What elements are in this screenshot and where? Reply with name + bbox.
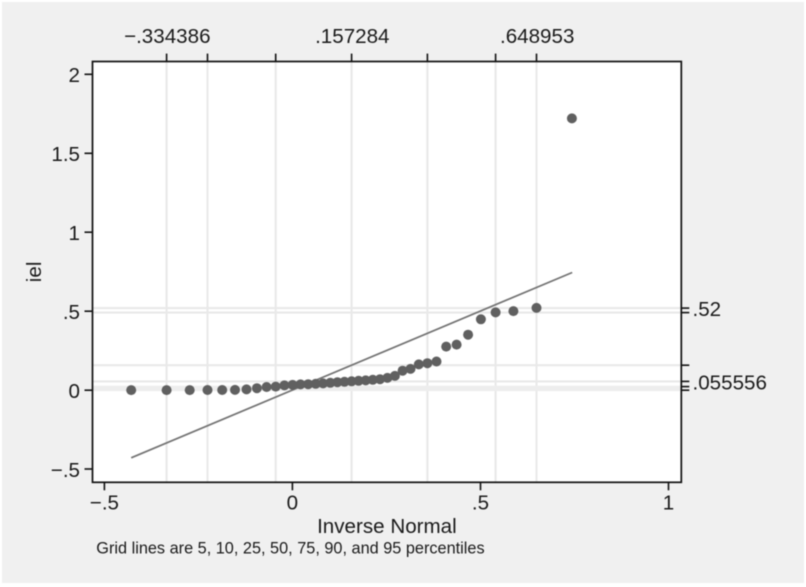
svg-text:−.334386: −.334386 xyxy=(124,25,210,48)
svg-text:.5: .5 xyxy=(472,491,489,514)
svg-text:0: 0 xyxy=(287,491,298,514)
svg-text:.157284: .157284 xyxy=(315,25,389,48)
svg-text:Inverse Normal: Inverse Normal xyxy=(317,515,457,538)
svg-text:Grid lines are 5, 10, 25, 50,: Grid lines are 5, 10, 25, 50, 75, 90, an… xyxy=(96,540,484,558)
svg-text:.52: .52 xyxy=(693,298,722,321)
svg-text:.055556: .055556 xyxy=(693,372,767,395)
svg-text:.5: .5 xyxy=(63,301,80,324)
svg-text:1.5: 1.5 xyxy=(51,143,80,166)
svg-text:−.5: −.5 xyxy=(90,491,119,514)
svg-text:1: 1 xyxy=(663,491,674,514)
svg-text:1: 1 xyxy=(69,222,80,245)
svg-text:2: 2 xyxy=(69,64,80,87)
svg-text:−.5: −.5 xyxy=(51,459,80,482)
svg-text:.648953: .648953 xyxy=(500,25,574,48)
svg-text:0: 0 xyxy=(69,380,80,403)
svg-text:iel: iel xyxy=(23,262,46,283)
